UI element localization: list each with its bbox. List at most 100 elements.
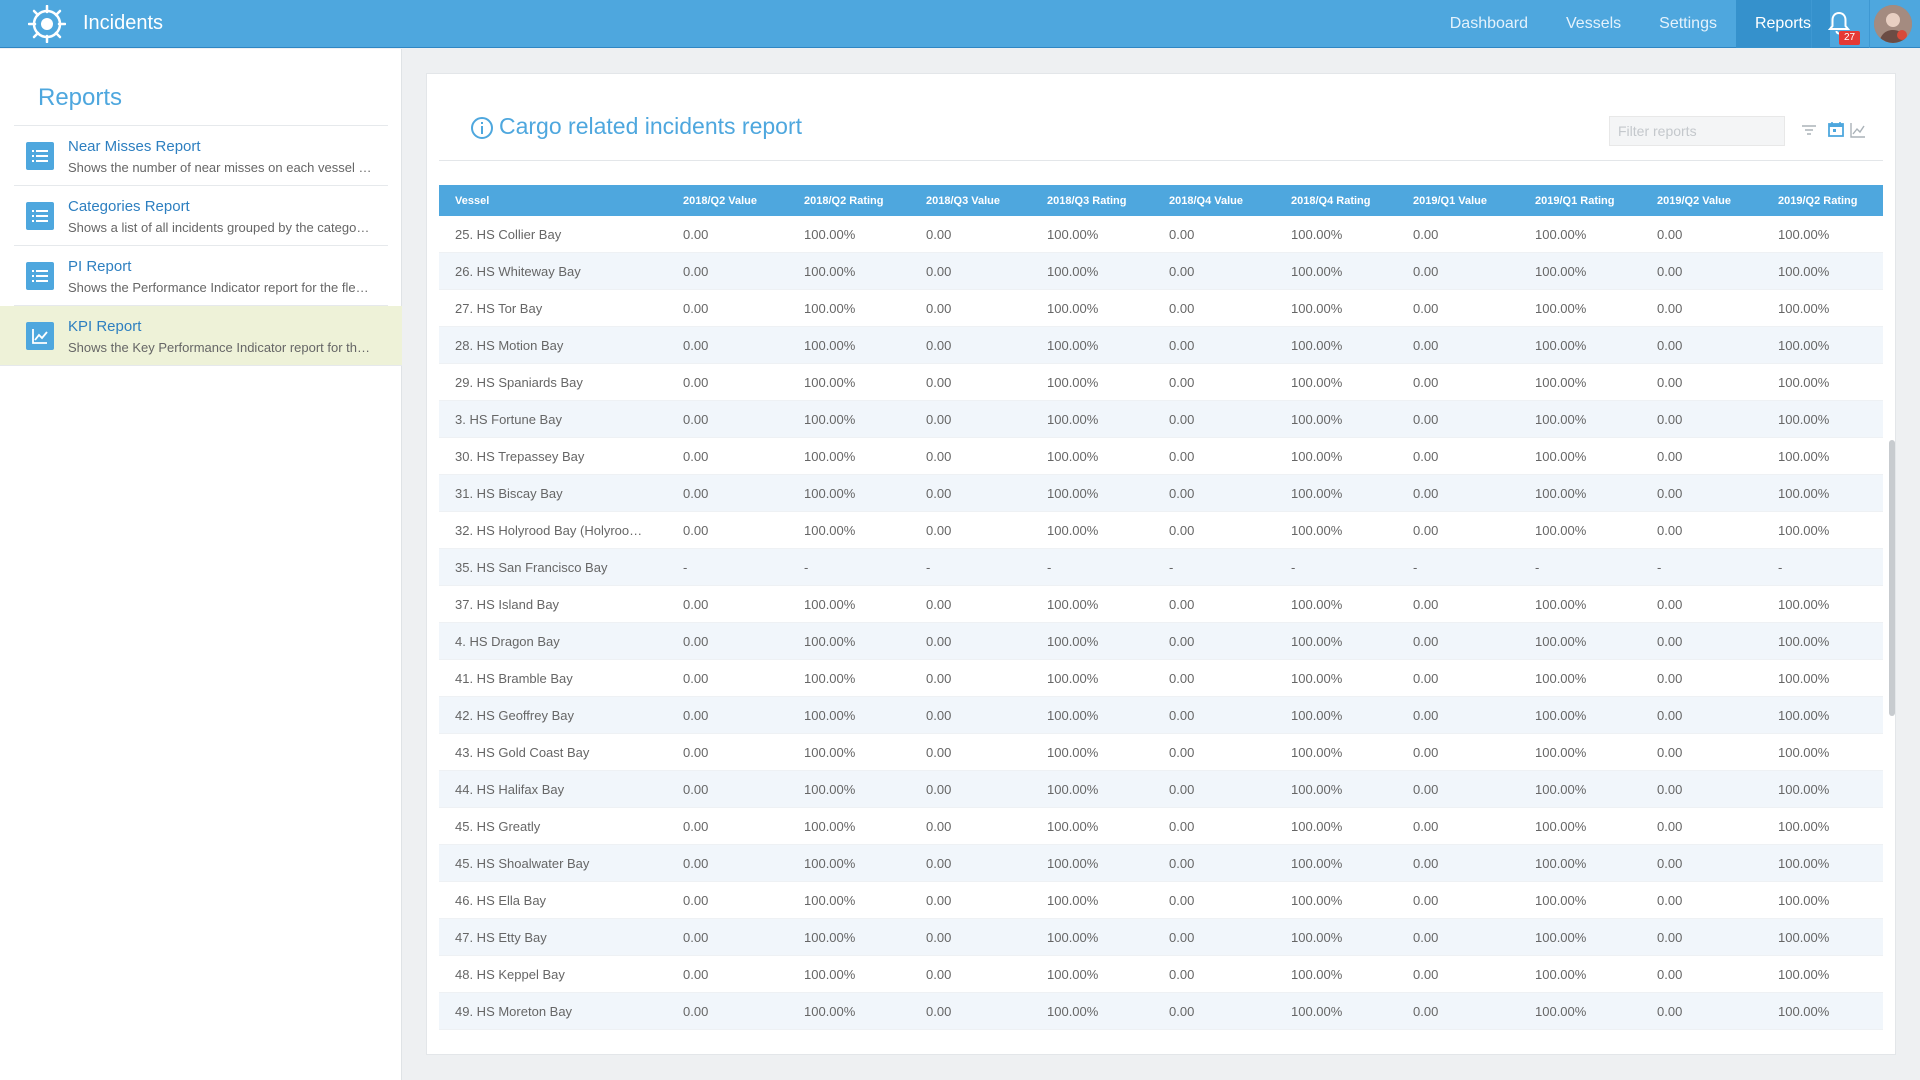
table-cell: 0.00 <box>1641 252 1762 290</box>
calendar-icon[interactable] <box>1827 120 1845 138</box>
column-header[interactable]: 2018/Q3 Value <box>926 194 1000 207</box>
table-cell: 0.00 <box>1397 437 1519 475</box>
table-cell: 0.00 <box>1397 918 1519 956</box>
vessel-name-cell: 28. HS Motion Bay <box>439 326 667 364</box>
table-row[interactable]: 46. HS Ella Bay 0.00 100.00% 0.00 100.00% 0.0… <box>439 881 1883 919</box>
sidebar-item-categories-report[interactable]: Categories Report Shows a list of all in… <box>14 186 388 246</box>
table-row[interactable]: 45. HS Shoalwater Bay 0.00 100.00% 0.00 100.… <box>439 844 1883 882</box>
table-cell: 0.00 <box>1153 733 1275 771</box>
column-header[interactable]: 2019/Q1 Value <box>1413 194 1487 207</box>
table-scrollbar[interactable] <box>1889 440 1895 716</box>
table-cell: 0.00 <box>667 585 788 623</box>
nav-reports[interactable]: Reports <box>1735 0 1830 48</box>
table-cell: 100.00% <box>1031 585 1153 623</box>
table-cell: 100.00% <box>1519 733 1641 771</box>
sidebar-item-label: PI Report <box>68 258 132 275</box>
table-cell: 0.00 <box>667 1029 788 1043</box>
table-cell: 0.00 <box>1397 807 1519 845</box>
table-header-row: Vessel 2018/Q2 Value 2018/Q2 Rating 2018/Q3… <box>439 185 1883 216</box>
table-cell: 0.00 <box>667 659 788 697</box>
table-cell: 100.00% <box>1275 400 1397 438</box>
table-cell: 0.00 <box>1397 289 1519 327</box>
table-row[interactable]: 31. HS Biscay Bay 0.00 100.00% 0.00 100.00% 0… <box>439 474 1883 512</box>
table-row[interactable]: 5. HS Hare Bay0.00100.00%0.00100.00%0.00… <box>439 1029 1883 1043</box>
table-cell: 100.00% <box>1519 881 1641 919</box>
table-cell: 0.00 <box>1641 881 1762 919</box>
table-row[interactable]: 3. HS Fortune Bay 0.00 100.00% 0.00 100.00% 0… <box>439 400 1883 438</box>
column-header[interactable]: 2018/Q2 Rating <box>804 194 884 207</box>
table-cell: 100.00% <box>1762 326 1883 364</box>
table-cell: 0.00 <box>1397 992 1519 1030</box>
table-cell: 100.00% <box>1762 918 1883 956</box>
table-cell: 0.00 <box>667 216 788 253</box>
table-cell: 100.00% <box>1031 844 1153 882</box>
table-cell: 0.00 <box>667 881 788 919</box>
sidebar-item-near-misses-report[interactable]: Near Misses Report Shows the number of n… <box>14 126 388 186</box>
line-chart-icon[interactable] <box>1850 122 1866 138</box>
table-cell: - <box>1397 548 1519 586</box>
table-cell: 100.00% <box>1275 955 1397 993</box>
sidebar-item-kpi-report[interactable]: KPI Report Shows the Key Performance Ind… <box>0 306 402 366</box>
table-cell: 0.00 <box>910 770 1031 808</box>
table-cell: 0.00 <box>1641 326 1762 364</box>
table-cell: 100.00% <box>1519 696 1641 734</box>
nav-settings[interactable]: Settings <box>1659 15 1717 32</box>
column-header[interactable]: 2018/Q3 Rating <box>1047 194 1127 207</box>
table-cell: 100.00% <box>1519 437 1641 475</box>
table-row[interactable]: 41. HS Bramble Bay 0.00 100.00% 0.00 100.00%… <box>439 659 1883 697</box>
column-header[interactable]: 2019/Q2 Rating <box>1778 194 1858 207</box>
table-row[interactable]: 30. HS Trepassey Bay 0.00 100.00% 0.00 100.0… <box>439 437 1883 475</box>
filter-icon[interactable] <box>1801 122 1817 138</box>
table-cell: 0.00 <box>667 622 788 660</box>
table-row[interactable]: 27. HS Tor Bay 0.00 100.00% 0.00 100.00% 0.00… <box>439 289 1883 327</box>
table-cell: 0.00 <box>910 252 1031 290</box>
column-header[interactable]: 2018/Q2 Value <box>683 194 757 207</box>
column-header[interactable]: 2019/Q2 Value <box>1657 194 1731 207</box>
table-cell: 0.00 <box>910 289 1031 327</box>
ship-wheel-logo-icon[interactable] <box>28 5 66 43</box>
filter-reports-input[interactable] <box>1609 116 1785 146</box>
table-row[interactable]: 32. HS Holyrood Bay (Holyroo… 0.00 100.00%… <box>439 511 1883 549</box>
table-row[interactable]: 42. HS Geoffrey Bay 0.00 100.00% 0.00 100.00… <box>439 696 1883 734</box>
table-row[interactable]: 48. HS Keppel Bay 0.00 100.00% 0.00 100.00% 0… <box>439 955 1883 993</box>
table-row[interactable]: 26. HS Whiteway Bay 0.00 100.00% 0.00 100.00… <box>439 252 1883 290</box>
nav-dashboard[interactable]: Dashboard <box>1449 15 1529 32</box>
table-row[interactable]: 29. HS Spaniards Bay 0.00 100.00% 0.00 100.0… <box>439 363 1883 401</box>
vessel-name-cell: 3. HS Fortune Bay <box>439 400 667 438</box>
column-header[interactable]: Vessel <box>455 194 490 207</box>
notifications-button[interactable]: 27 <box>1811 0 1870 48</box>
table-cell: 100.00% <box>788 807 910 845</box>
table-row[interactable]: 49. HS Moreton Bay 0.00 100.00% 0.00 100.00%… <box>439 992 1883 1030</box>
table-cell: 0.00 <box>1397 585 1519 623</box>
table-row[interactable]: 43. HS Gold Coast Bay 0.00 100.00% 0.00 100.… <box>439 733 1883 771</box>
table-cell: 0.00 <box>1641 437 1762 475</box>
nav-vessels[interactable]: Vessels <box>1566 15 1622 32</box>
table-row[interactable]: 28. HS Motion Bay 0.00 100.00% 0.00 100.00% 0… <box>439 326 1883 364</box>
table-row[interactable]: 25. HS Collier Bay 0.00 100.00% 0.00 100.00%… <box>439 216 1883 253</box>
sidebar-item-pi-report[interactable]: PI Report Shows the Performance Indicato… <box>14 246 388 306</box>
table-row[interactable]: 44. HS Halifax Bay 0.00 100.00% 0.00 100.00%… <box>439 770 1883 808</box>
table-cell: 100.00% <box>1275 437 1397 475</box>
table-cell: 0.00 <box>1153 1029 1275 1043</box>
table-cell: 0.00 <box>910 437 1031 475</box>
column-header[interactable]: 2018/Q4 Value <box>1169 194 1243 207</box>
table-cell: 100.00% <box>788 1029 910 1043</box>
table-cell: - <box>1031 548 1153 586</box>
vessel-name-cell: 45. HS Greatly <box>439 807 667 845</box>
column-header[interactable]: 2018/Q4 Rating <box>1291 194 1371 207</box>
table-cell: 100.00% <box>1762 437 1883 475</box>
table-cell: 100.00% <box>1519 511 1641 549</box>
table-cell: 100.00% <box>1031 807 1153 845</box>
user-avatar[interactable] <box>1874 5 1912 43</box>
column-header[interactable]: 2019/Q1 Rating <box>1535 194 1615 207</box>
vessel-name-cell: 35. HS San Francisco Bay <box>439 548 667 586</box>
table-row[interactable]: 37. HS Island Bay 0.00 100.00% 0.00 100.00% 0… <box>439 585 1883 623</box>
table-row[interactable]: 4. HS Dragon Bay 0.00 100.00% 0.00 100.00% 0.… <box>439 622 1883 660</box>
table-row[interactable]: 35. HS San Francisco Bay - - - - - - - - - - <box>439 548 1883 586</box>
table-cell: 0.00 <box>1397 363 1519 401</box>
table-row[interactable]: 47. HS Etty Bay 0.00 100.00% 0.00 100.00% 0.0… <box>439 918 1883 956</box>
table-row[interactable]: 45. HS Greatly 0.00 100.00% 0.00 100.00% 0.00… <box>439 807 1883 845</box>
table-cell: 100.00% <box>1762 363 1883 401</box>
table-cell: 100.00% <box>1762 955 1883 993</box>
table-cell: 0.00 <box>910 733 1031 771</box>
